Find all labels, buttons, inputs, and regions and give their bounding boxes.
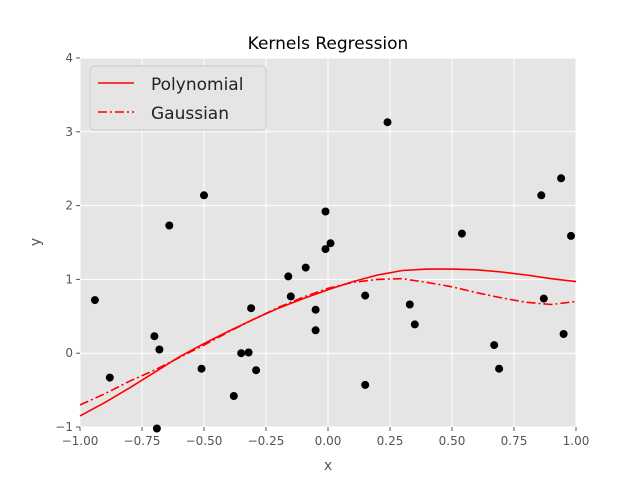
data-point — [165, 221, 174, 230]
data-point — [155, 345, 164, 354]
data-point — [286, 292, 295, 301]
data-point — [321, 207, 330, 216]
data-point — [361, 291, 370, 300]
x-tick-label: −1.00 — [62, 434, 99, 448]
data-point — [539, 294, 548, 303]
x-axis-label: x — [324, 458, 332, 474]
y-tick-label: 0 — [65, 346, 73, 360]
gaussian-curve — [79, 277, 577, 406]
data-point — [537, 191, 546, 200]
data-point — [197, 364, 206, 373]
data-point — [311, 305, 320, 314]
chart-title: Kernels Regression — [248, 34, 409, 54]
x-tick-label: 1.00 — [563, 434, 590, 448]
data-point — [405, 300, 414, 309]
data-point — [150, 332, 159, 341]
x-tick-label: −0.50 — [186, 434, 223, 448]
data-point — [247, 304, 256, 313]
data-point — [252, 366, 261, 375]
legend-box — [89, 65, 267, 131]
data-point — [410, 320, 419, 329]
polynomial-curve — [79, 268, 577, 417]
y-tick-label: −1 — [55, 420, 73, 434]
data-point — [559, 330, 568, 338]
y-tick-label: 2 — [65, 199, 73, 213]
x-axis-ticks: −1.00 −0.75 −0.50 −0.25 0.00 0.25 0.50 0.75 1.00 — [62, 427, 590, 448]
x-tick-label: −0.25 — [248, 434, 285, 448]
regression-curves — [79, 268, 577, 417]
x-tick-label: 0.75 — [501, 434, 528, 448]
data-point — [152, 424, 161, 433]
data-point — [321, 245, 330, 254]
x-tick-label: 0.00 — [315, 434, 342, 448]
data-point — [105, 373, 114, 382]
data-point — [361, 380, 370, 389]
data-point — [90, 296, 99, 305]
y-axis-ticks: −1 0 1 2 3 4 — [55, 51, 80, 434]
legend: Polynomial Gaussian — [89, 65, 267, 131]
data-point — [200, 191, 208, 200]
x-tick-label: 0.50 — [439, 434, 466, 448]
data-point — [383, 118, 392, 127]
data-point — [284, 272, 293, 281]
data-point — [301, 263, 310, 272]
data-point — [237, 349, 246, 358]
data-point — [229, 392, 238, 400]
data-point — [311, 326, 320, 335]
data-point — [244, 348, 253, 357]
y-axis-label: y — [28, 238, 44, 246]
x-tick-label: −0.75 — [124, 434, 161, 448]
data-points — [90, 118, 575, 433]
data-point — [495, 364, 504, 373]
legend-gaussian-label: Gaussian — [151, 104, 229, 124]
data-point — [557, 174, 566, 183]
data-point — [567, 231, 575, 240]
data-point — [326, 239, 335, 248]
y-tick-label: 3 — [65, 125, 73, 139]
data-point — [457, 229, 466, 238]
y-tick-label: 4 — [65, 51, 73, 65]
x-tick-label: 0.25 — [377, 434, 404, 448]
legend-polynomial-label: Polynomial — [151, 75, 243, 95]
y-tick-label: 1 — [65, 272, 73, 286]
data-point — [490, 341, 499, 350]
